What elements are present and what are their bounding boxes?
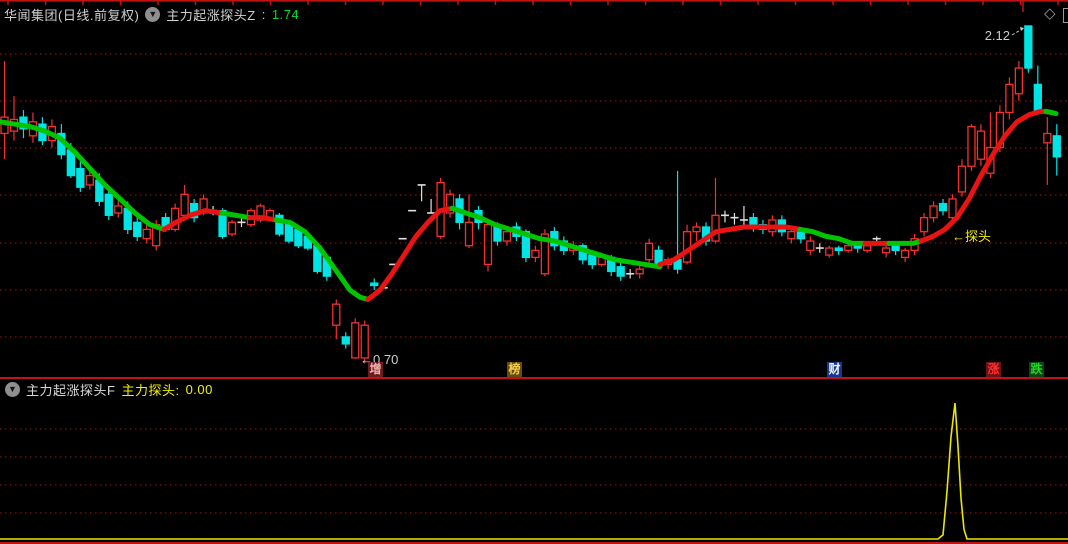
sub-value-label: 主力探头: [121, 383, 180, 398]
svg-text:2.12: 2.12 [985, 28, 1010, 43]
sub-indicator-value: 0.00 [185, 382, 213, 397]
main-chart-header: 华闻集团(日线.前复权) ▼ 主力起涨探头Z : 1.74 [4, 5, 299, 24]
toolbar-item-cai[interactable]: 财 [827, 362, 842, 377]
toolbar-item-bang[interactable]: 榜 [507, 362, 522, 377]
diamond-icon[interactable]: ◇ [1044, 5, 1056, 22]
main-indicator-value: 1.74 [271, 7, 300, 22]
separator: : [261, 7, 266, 22]
partial-window-icon[interactable] [1063, 8, 1068, 23]
main-indicator-name: 主力起涨探头Z [166, 8, 256, 23]
svg-text:←探头: ←探头 [952, 229, 991, 244]
chevron-down-icon[interactable]: ▼ [145, 7, 161, 22]
stock-title: 华闻集团(日线.前复权) [4, 8, 140, 23]
toolbar-item-die[interactable]: 跌 [1029, 362, 1044, 377]
toolbar-item-zhang[interactable]: 涨 [986, 362, 1001, 377]
sub-indicator-name: 主力起涨探头F [26, 383, 116, 398]
toolbar-item-zeng[interactable]: 增 [368, 362, 383, 377]
sub-panel-header: ▼ 主力起涨探头F 主力探头: 0.00 [5, 380, 213, 399]
chevron-down-icon[interactable]: ▼ [5, 382, 20, 397]
